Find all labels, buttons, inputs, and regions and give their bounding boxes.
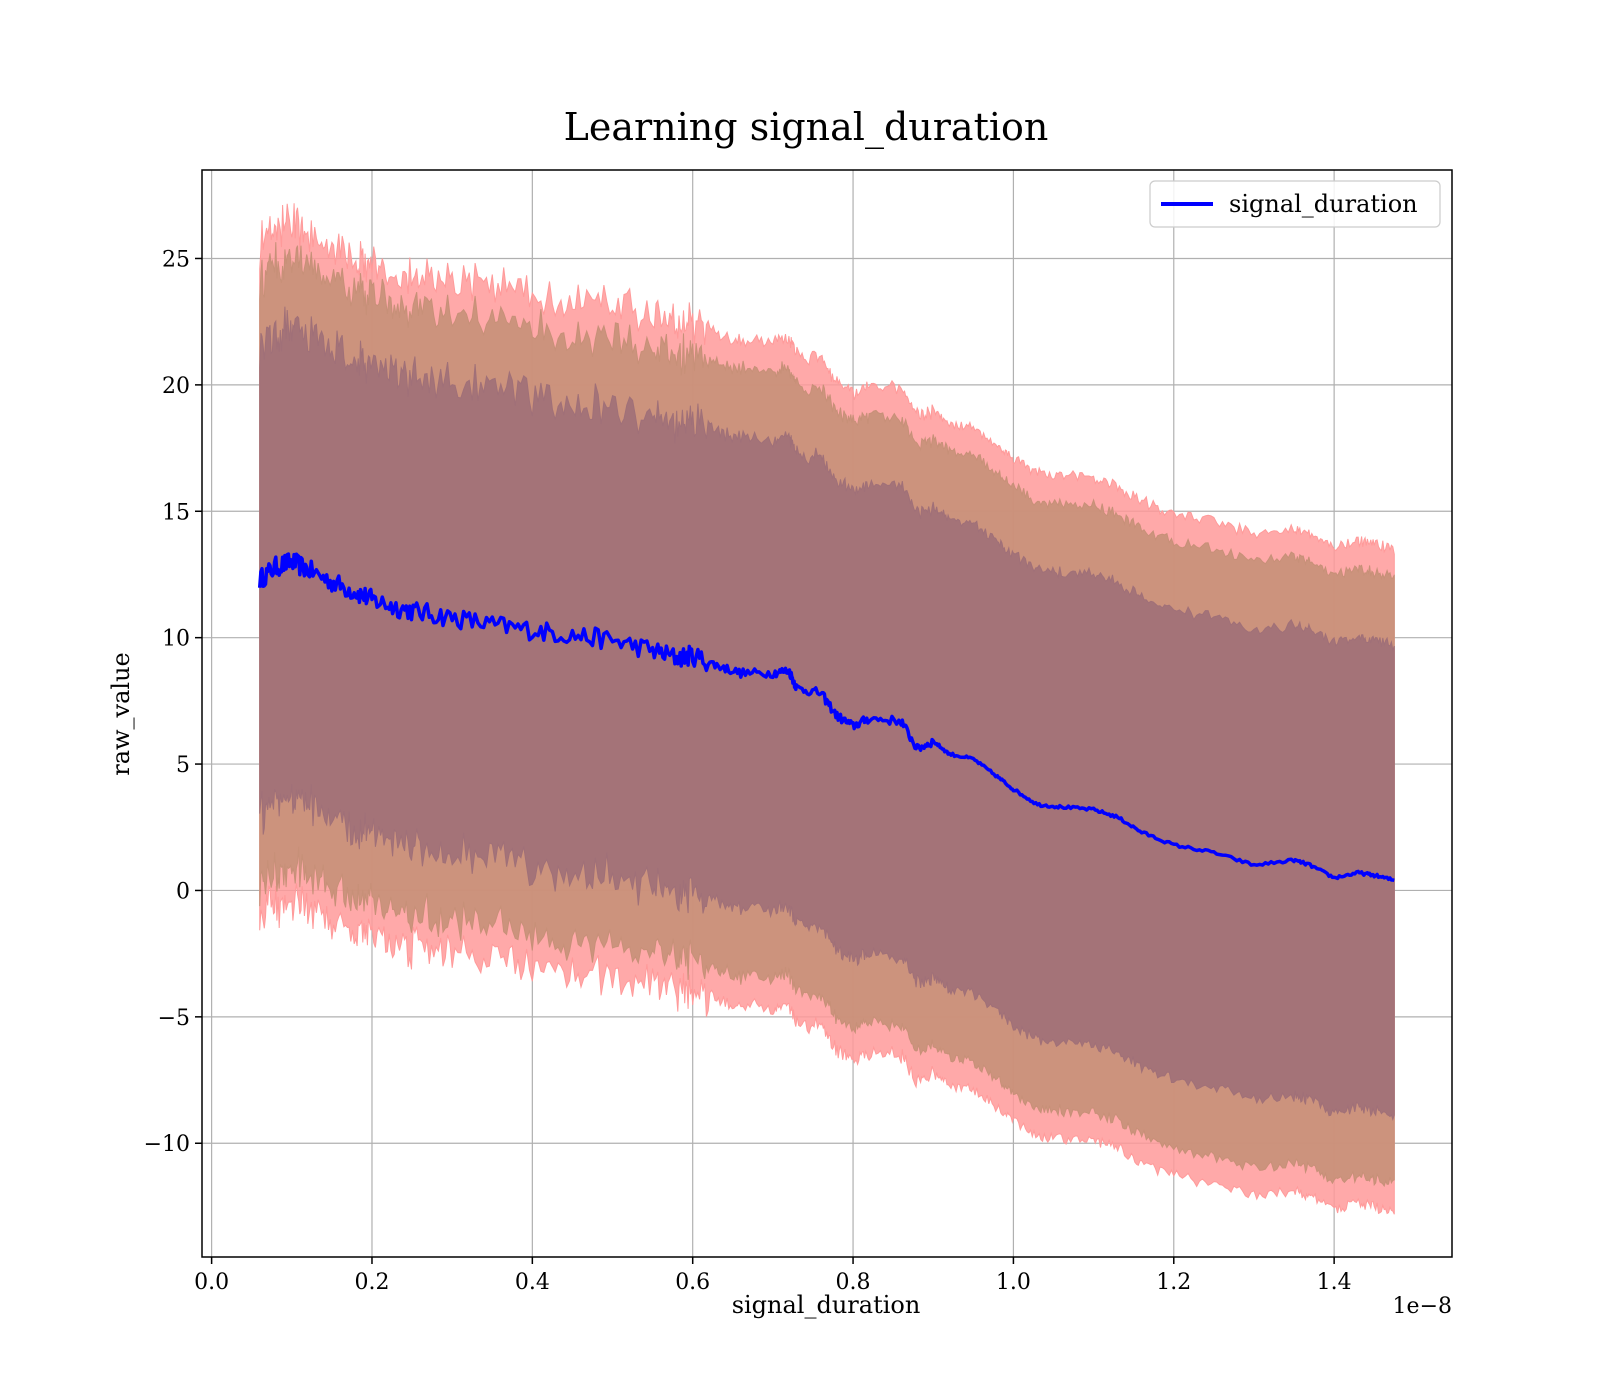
legend-label-signal-duration: signal_duration xyxy=(1229,190,1418,218)
y-tick-label-1: −5 xyxy=(158,1006,190,1031)
plot-frame xyxy=(201,169,1453,1258)
x-tick-label-6: 1.2 xyxy=(1156,1270,1191,1295)
x-axis-ticks: 0.0 0.2 0.4 0.6 0.8 1.0 1.2 1.4 xyxy=(194,1257,1352,1295)
legend-box xyxy=(1149,180,1441,228)
x-axis-offset-label: 1e−8 xyxy=(1393,1294,1452,1319)
y-tick-label-6: 20 xyxy=(162,374,190,399)
x-tick-label-5: 1.0 xyxy=(996,1270,1031,1295)
x-tick-label-7: 1.4 xyxy=(1317,1270,1352,1295)
y-axis-ticks: −10 −5 0 5 10 15 20 25 xyxy=(144,247,202,1157)
x-axis-label: signal_duration xyxy=(732,1291,921,1319)
y-tick-label-4: 10 xyxy=(162,627,190,652)
series-line-signal-duration xyxy=(257,552,1395,883)
y-tick-label-5: 15 xyxy=(162,500,190,525)
y-tick-label-2: 0 xyxy=(176,879,190,904)
series-lines xyxy=(257,552,1395,883)
x-tick-label-1: 0.2 xyxy=(354,1270,389,1295)
legend: signal_duration xyxy=(1149,180,1441,228)
x-tick-label-3: 0.6 xyxy=(675,1270,710,1295)
chart-title: Learning signal_duration xyxy=(564,105,1049,150)
x-tick-label-2: 0.4 xyxy=(515,1270,550,1295)
y-axis-label: raw_value xyxy=(107,652,135,776)
y-tick-label-7: 25 xyxy=(162,247,190,272)
confidence-bands xyxy=(259,203,1395,1215)
band-inner xyxy=(259,306,1395,1121)
x-tick-label-0: 0.0 xyxy=(194,1270,229,1295)
y-tick-label-0: −10 xyxy=(144,1132,190,1157)
y-tick-label-3: 5 xyxy=(176,753,190,778)
x-tick-label-4: 0.8 xyxy=(836,1270,871,1295)
